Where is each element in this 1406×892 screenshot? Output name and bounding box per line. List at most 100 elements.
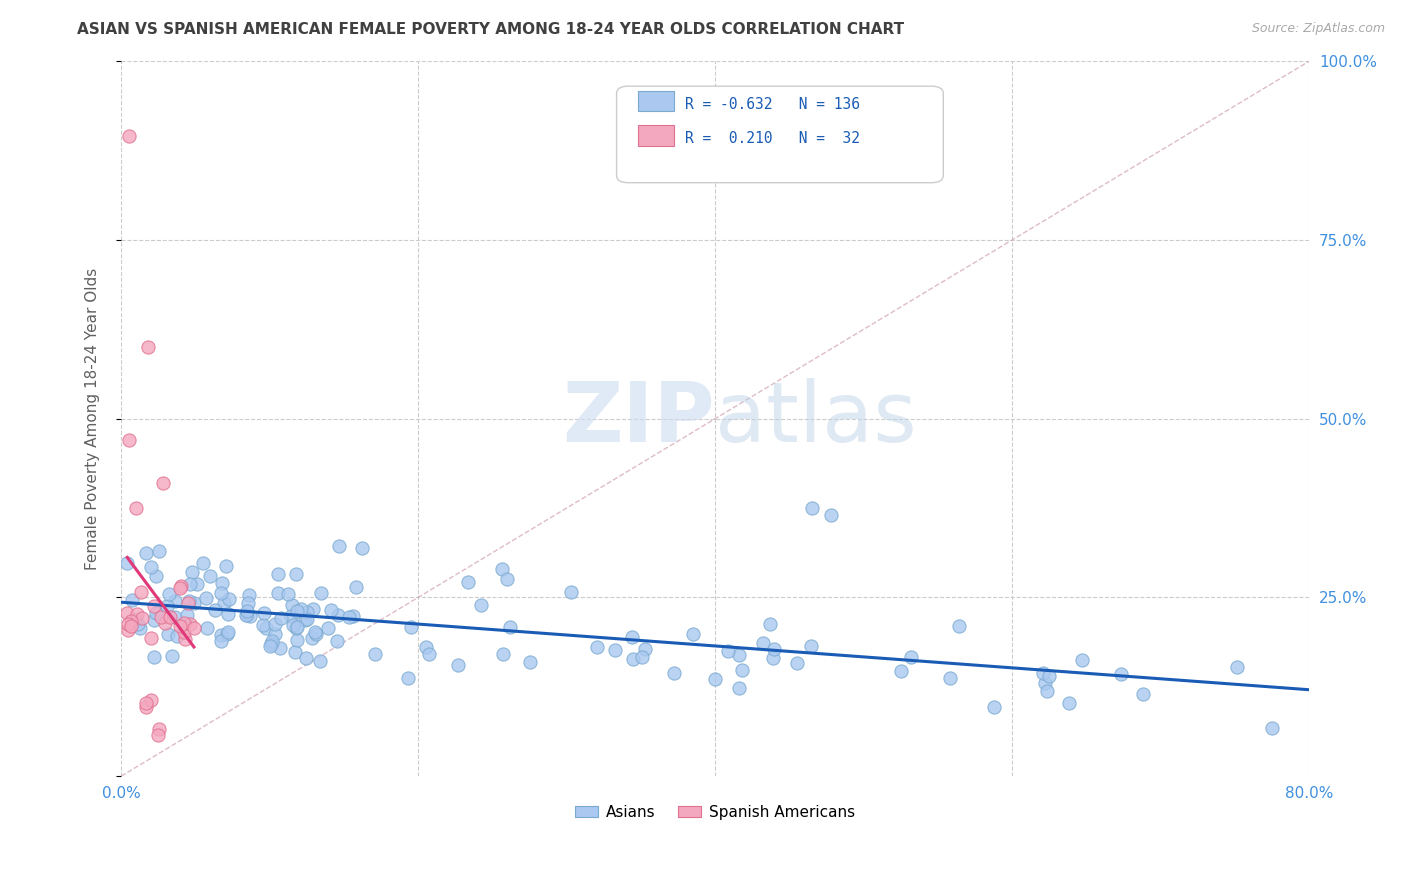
- Point: [620, 630, 643, 644]
- Point: [758, 616, 780, 631]
- Point: [762, 641, 785, 656]
- Point: [159, 609, 181, 624]
- Text: R =  0.210   N =  32: R = 0.210 N = 32: [686, 131, 860, 146]
- Point: [1033, 675, 1056, 690]
- Text: ASIAN VS SPANISH AMERICAN FEMALE POVERTY AMONG 18-24 YEAR OLDS CORRELATION CHART: ASIAN VS SPANISH AMERICAN FEMALE POVERTY…: [77, 22, 904, 37]
- Point: [900, 649, 922, 664]
- Point: [195, 621, 218, 635]
- Point: [152, 475, 174, 490]
- Point: [586, 640, 609, 655]
- Point: [145, 569, 167, 583]
- Point: [215, 559, 238, 574]
- Point: [181, 565, 204, 579]
- Point: [495, 572, 517, 586]
- Point: [499, 620, 522, 634]
- Point: [270, 611, 292, 625]
- Point: [634, 642, 657, 657]
- Point: [166, 629, 188, 643]
- Point: [302, 602, 325, 616]
- Point: [294, 613, 316, 627]
- Point: [295, 651, 318, 665]
- Point: [259, 640, 281, 654]
- Point: [217, 627, 239, 641]
- Point: [179, 576, 201, 591]
- Point: [305, 627, 328, 641]
- Point: [186, 577, 208, 591]
- Point: [239, 609, 262, 624]
- Point: [727, 681, 749, 696]
- Point: [800, 501, 823, 516]
- Point: [120, 614, 142, 628]
- Point: [399, 620, 422, 634]
- Point: [281, 598, 304, 612]
- Point: [287, 604, 309, 618]
- Point: [260, 634, 283, 648]
- Point: [142, 599, 165, 614]
- Point: [284, 621, 307, 635]
- Text: R = -0.632   N = 136: R = -0.632 N = 136: [686, 96, 860, 112]
- Point: [304, 624, 326, 639]
- Point: [157, 627, 180, 641]
- Point: [162, 649, 184, 664]
- Point: [308, 654, 330, 668]
- Bar: [638, 126, 673, 145]
- Point: [128, 621, 150, 635]
- Point: [342, 608, 364, 623]
- Point: [280, 609, 302, 624]
- Point: [176, 607, 198, 622]
- Point: [157, 587, 180, 601]
- Point: [136, 340, 159, 354]
- Point: [752, 635, 775, 649]
- Point: [290, 601, 312, 615]
- Point: [285, 633, 308, 648]
- Point: [142, 613, 165, 627]
- Point: [173, 625, 195, 640]
- Point: [120, 619, 142, 633]
- Point: [125, 501, 148, 516]
- Point: [820, 508, 842, 523]
- Text: Source: ZipAtlas.com: Source: ZipAtlas.com: [1251, 22, 1385, 36]
- Point: [183, 621, 205, 635]
- Point: [415, 640, 437, 655]
- Point: [117, 129, 139, 144]
- Point: [212, 596, 235, 610]
- Point: [124, 613, 146, 627]
- Point: [209, 586, 232, 600]
- Point: [209, 634, 232, 648]
- Point: [519, 655, 541, 669]
- Point: [297, 612, 319, 626]
- Point: [731, 663, 754, 677]
- Point: [1132, 687, 1154, 701]
- Point: [179, 616, 201, 631]
- Point: [141, 693, 163, 707]
- Point: [1261, 721, 1284, 735]
- Point: [297, 605, 319, 619]
- Point: [603, 642, 626, 657]
- Point: [117, 433, 139, 447]
- Point: [235, 608, 257, 623]
- Point: [283, 645, 305, 659]
- Point: [117, 624, 139, 638]
- Point: [204, 603, 226, 617]
- Point: [238, 588, 260, 602]
- Point: [727, 648, 749, 662]
- Point: [983, 699, 1005, 714]
- Point: [260, 637, 283, 651]
- Point: [939, 671, 962, 685]
- Point: [125, 607, 148, 622]
- Point: [236, 596, 259, 610]
- Point: [364, 647, 387, 661]
- Point: [621, 652, 644, 666]
- Point: [165, 609, 187, 624]
- Point: [129, 585, 152, 599]
- Point: [309, 585, 332, 599]
- Point: [183, 596, 205, 610]
- Point: [328, 539, 350, 553]
- Point: [263, 616, 285, 631]
- Point: [131, 610, 153, 624]
- Point: [252, 617, 274, 632]
- Point: [631, 649, 654, 664]
- Point: [173, 615, 195, 630]
- Point: [800, 639, 823, 653]
- Point: [169, 619, 191, 633]
